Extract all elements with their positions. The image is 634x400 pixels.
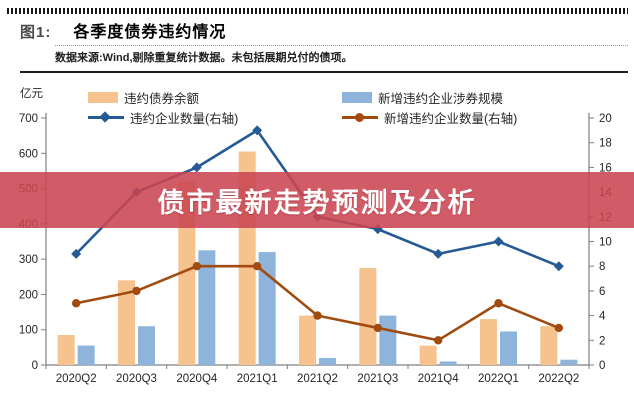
left-tick-label: 600 bbox=[19, 148, 38, 160]
chart-bar bbox=[359, 267, 377, 365]
diamond-marker-icon bbox=[71, 248, 82, 259]
left-tick-label: 0 bbox=[32, 360, 38, 372]
legend-swatch-navy-line bbox=[88, 110, 124, 123]
right-tick-label: 10 bbox=[599, 237, 612, 249]
circle-marker-icon bbox=[192, 262, 202, 271]
chart-bar bbox=[379, 315, 397, 365]
solid-rule bbox=[20, 71, 628, 73]
circle-marker-icon bbox=[554, 323, 564, 333]
legend-swatch-blue-bar bbox=[342, 92, 372, 103]
diamond-marker-icon bbox=[191, 162, 202, 173]
chart-bar bbox=[439, 361, 457, 365]
right-tick-label: 18 bbox=[599, 138, 612, 150]
chart-bar bbox=[57, 335, 75, 365]
x-category-label: 2022Q1 bbox=[478, 373, 519, 385]
legend-label: 新增违约企业涉券规模 bbox=[378, 92, 504, 106]
diamond-marker-icon bbox=[493, 236, 504, 247]
legend-item-default-count: 违约企业数量(右轴) bbox=[88, 108, 238, 127]
chart-bar bbox=[419, 345, 437, 365]
left-tick-label: 200 bbox=[19, 289, 38, 301]
legend-label: 违约债券余额 bbox=[124, 92, 200, 106]
figure-number-label: 图1: bbox=[20, 24, 52, 41]
right-tick-label: 20 bbox=[599, 113, 612, 125]
right-tick-label: 2 bbox=[599, 335, 605, 347]
headline-text: 债市最新走势预测及分析 bbox=[157, 187, 477, 218]
legend-label: 新增违约企业数量(右轴) bbox=[384, 112, 518, 126]
dotted-rule bbox=[55, 42, 628, 46]
chart-bar bbox=[118, 280, 135, 365]
chart-bar bbox=[500, 331, 517, 365]
diamond-marker-icon bbox=[252, 125, 263, 136]
chart-bar bbox=[299, 315, 316, 365]
circle-marker-icon bbox=[132, 286, 141, 296]
legend-item-new-default-count: 新增违约企业数量(右轴) bbox=[342, 108, 517, 127]
chart-bar bbox=[319, 357, 336, 365]
data-source-note: 数据来源:Wind,剔除重复统计数据。未包括展期兑付的债项。 bbox=[55, 52, 353, 64]
left-tick-label: 700 bbox=[19, 113, 38, 125]
diamond-marker-icon bbox=[99, 110, 111, 123]
circle-marker-icon bbox=[252, 262, 262, 271]
chart-bar bbox=[560, 359, 578, 365]
x-category-label: 2020Q2 bbox=[56, 373, 97, 385]
x-category-label: 2020Q3 bbox=[116, 373, 157, 385]
legend-label: 违约企业数量(右轴) bbox=[130, 112, 239, 126]
figure-title: 各季度债券违约情况 bbox=[73, 24, 227, 41]
legend-item-bond-balance: 违约债券余额 bbox=[88, 88, 199, 107]
chart-bar bbox=[540, 326, 558, 365]
figure-header: 图1: 各季度债券违约情况 数据来源:Wind,剔除重复统计数据。未包括展期兑付… bbox=[0, 0, 634, 73]
diamond-marker-icon bbox=[433, 248, 444, 259]
legend-item-new-default-scale: 新增违约企业涉券规模 bbox=[342, 88, 503, 107]
x-category-label: 2021Q1 bbox=[237, 373, 278, 385]
x-category-label: 2021Q4 bbox=[418, 373, 460, 385]
right-tick-label: 8 bbox=[599, 261, 605, 273]
headline-banner: 债市最新走势预测及分析 bbox=[0, 172, 634, 228]
circle-marker-icon bbox=[373, 323, 383, 333]
chart-bar bbox=[77, 345, 95, 365]
left-tick-label: 300 bbox=[19, 254, 38, 266]
circle-marker-icon bbox=[355, 112, 364, 122]
legend-swatch-orange-bar bbox=[88, 92, 118, 103]
x-category-label: 2021Q3 bbox=[357, 373, 398, 385]
legend-swatch-brown-line bbox=[342, 112, 378, 122]
left-tick-label: 100 bbox=[19, 325, 38, 337]
chart-bar bbox=[138, 326, 155, 365]
x-category-label: 2020Q4 bbox=[176, 373, 218, 385]
chart-area: 0100200300400500600700亿元0246810121416182… bbox=[0, 85, 634, 400]
circle-marker-icon bbox=[494, 299, 503, 308]
dashed-rule bbox=[7, 8, 628, 14]
x-category-label: 2022Q2 bbox=[538, 373, 579, 385]
chart-bar bbox=[198, 250, 216, 365]
chart-bar bbox=[480, 319, 497, 365]
chart-bar bbox=[258, 252, 276, 365]
chart-plot: 0100200300400500600700亿元0246810121416182… bbox=[19, 87, 613, 385]
x-category-label: 2021Q2 bbox=[297, 373, 338, 385]
circle-marker-icon bbox=[71, 299, 81, 308]
circle-marker-icon bbox=[433, 336, 443, 345]
diamond-marker-icon bbox=[553, 261, 564, 272]
right-tick-label: 16 bbox=[599, 162, 612, 174]
circle-marker-icon bbox=[313, 311, 322, 320]
right-tick-label: 0 bbox=[599, 360, 605, 372]
left-axis-unit-label: 亿元 bbox=[20, 87, 43, 100]
right-tick-label: 6 bbox=[599, 286, 605, 298]
right-tick-label: 4 bbox=[599, 311, 606, 323]
